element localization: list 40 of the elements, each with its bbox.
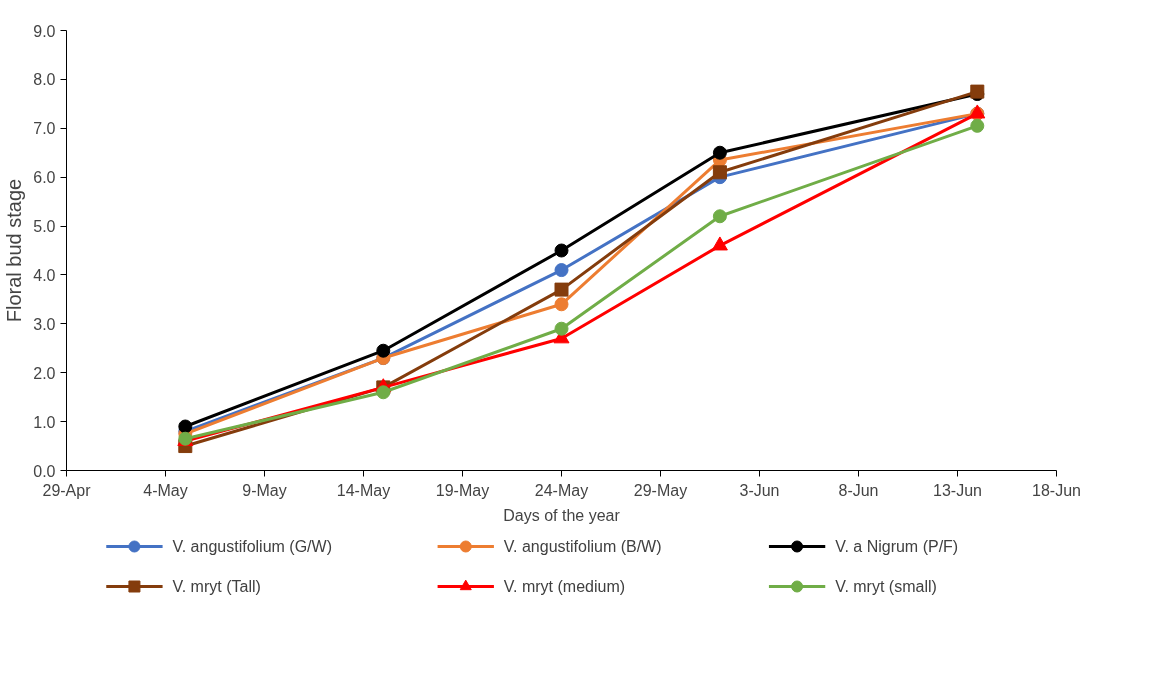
y-tick-label: 0.0 [33,462,56,480]
point [712,145,727,160]
point [554,263,569,278]
point [554,297,569,312]
x-tick-label: 19-May [435,481,490,499]
y-tick-label: 1.0 [33,413,56,431]
point [712,165,727,180]
legend-label: V. angustifolium (B/W) [503,538,662,555]
y-tick-label: 3.0 [33,315,56,333]
x-tick-label: 13-Jun [933,481,982,499]
y-tick-label: 4.0 [33,266,56,284]
x-tick-label: 14-May [336,481,391,499]
x-tick-label: 29-May [633,481,688,499]
x-tick-label: 3-Jun [739,481,780,499]
x-tick-label: 4-May [143,481,188,499]
legend-label: V. angustifolium (G/W) [172,538,332,555]
legend-label: V. mryt (Tall) [172,578,261,595]
point [554,243,569,258]
y-axis-title: Floral bud stage [3,178,26,323]
y-tick-label: 8.0 [33,71,56,89]
y-tick-label: 7.0 [33,120,56,138]
y-tick-label: 6.0 [33,169,56,187]
point [554,282,569,297]
point [712,209,727,224]
legend-label: V. a Nigrum (P/F) [835,538,959,555]
y-tick-label: 5.0 [33,218,56,236]
x-tick-label: 9-May [242,481,287,499]
x-tick-label: 24-May [534,481,589,499]
x-axis-title: Days of the year [503,506,621,524]
point [554,321,569,336]
point [376,385,391,400]
point [970,118,985,133]
x-tick-label: 18-Jun [1032,481,1081,499]
x-tick-label: 29-Apr [42,481,92,499]
y-tick-label: 2.0 [33,364,56,382]
legend-label: V. mryt (medium) [503,578,626,595]
point [376,343,391,358]
x-tick-label: 8-Jun [838,481,879,499]
legend-label: V. mryt (small) [835,578,937,595]
y-tick-label: 9.0 [33,22,56,40]
